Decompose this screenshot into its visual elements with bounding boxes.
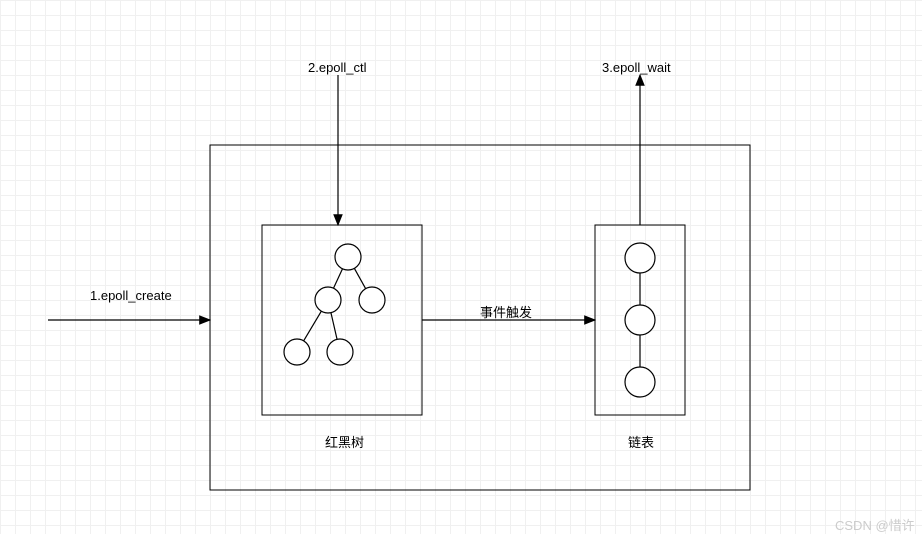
tree-node-1 bbox=[315, 287, 341, 313]
label-list: 链表 bbox=[628, 432, 654, 451]
list-node-2 bbox=[625, 367, 655, 397]
tree-edge-2 bbox=[304, 311, 322, 341]
tree-node-2 bbox=[359, 287, 385, 313]
tree-edge-3 bbox=[331, 313, 337, 340]
tree-node-0 bbox=[335, 244, 361, 270]
tree-node-3 bbox=[284, 339, 310, 365]
label-epoll-wait: 3.epoll_wait bbox=[602, 60, 671, 75]
list-node-1 bbox=[625, 305, 655, 335]
label-epoll-ctl: 2.epoll_ctl bbox=[308, 60, 367, 75]
label-tree: 红黑树 bbox=[325, 432, 364, 451]
list-node-0 bbox=[625, 243, 655, 273]
label-epoll-create: 1.epoll_create bbox=[90, 288, 172, 303]
label-event: 事件触发 bbox=[480, 302, 532, 321]
diagram-svg bbox=[0, 0, 922, 534]
tree-edge-1 bbox=[354, 268, 365, 288]
tree-edge-0 bbox=[333, 269, 342, 288]
watermark: CSDN @惜许 bbox=[835, 515, 915, 534]
tree-node-4 bbox=[327, 339, 353, 365]
